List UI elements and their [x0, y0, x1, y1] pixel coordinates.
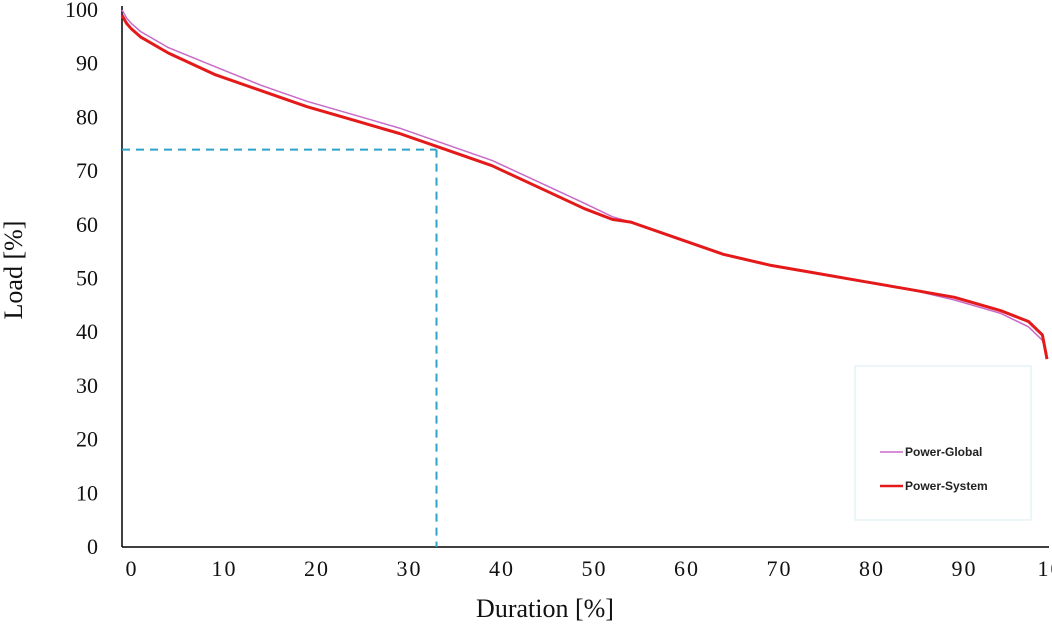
legend: Power-Global Power-System — [854, 365, 1032, 521]
legend-entry-power-global: Power-Global — [905, 445, 982, 459]
x-tick-label: 80 — [859, 556, 885, 581]
y-tick-label: 50 — [76, 266, 98, 291]
legend-box — [854, 365, 1032, 521]
y-tick-label: 20 — [76, 427, 98, 452]
x-tick-label: 0 — [126, 556, 139, 581]
x-tick-label: 50 — [582, 556, 608, 581]
plot-area — [121, 6, 1049, 548]
series-layer — [120, 9, 1049, 360]
x-tick-label: 100 — [1038, 556, 1052, 581]
x-tick-label: 20 — [304, 556, 330, 581]
y-tick-label: 60 — [76, 212, 98, 237]
x-tick-label: 60 — [674, 556, 700, 581]
y-tick-label: 80 — [76, 104, 98, 129]
y-tick-label: 10 — [76, 480, 98, 505]
y-tick-label: 90 — [76, 51, 98, 76]
series-line-power-global — [121, 9, 1048, 354]
x-axis-label: Duration [%] — [476, 594, 614, 623]
y-tick-label: 40 — [76, 319, 98, 344]
y-tick-label: 0 — [87, 534, 98, 559]
x-tick-label: 90 — [952, 556, 978, 581]
y-tick-label: 30 — [76, 373, 98, 398]
legend-entry-power-system: Power-System — [905, 479, 988, 493]
y-axis-label: Load [%] — [0, 221, 28, 320]
y-tick-label: 100 — [65, 0, 98, 22]
y-tick-labels: 0 10 20 30 40 50 60 70 80 90 100 — [65, 0, 98, 559]
reference-lines — [122, 148, 438, 547]
series-line-power-system — [120, 14, 1049, 360]
x-tick-labels: 0 10 20 30 40 50 60 70 80 90 100 — [126, 556, 1052, 581]
x-tick-label: 40 — [489, 556, 515, 581]
x-tick-label: 10 — [212, 556, 238, 581]
x-tick-label: 70 — [767, 556, 793, 581]
y-tick-label: 70 — [76, 158, 98, 183]
x-tick-label: 30 — [397, 556, 423, 581]
